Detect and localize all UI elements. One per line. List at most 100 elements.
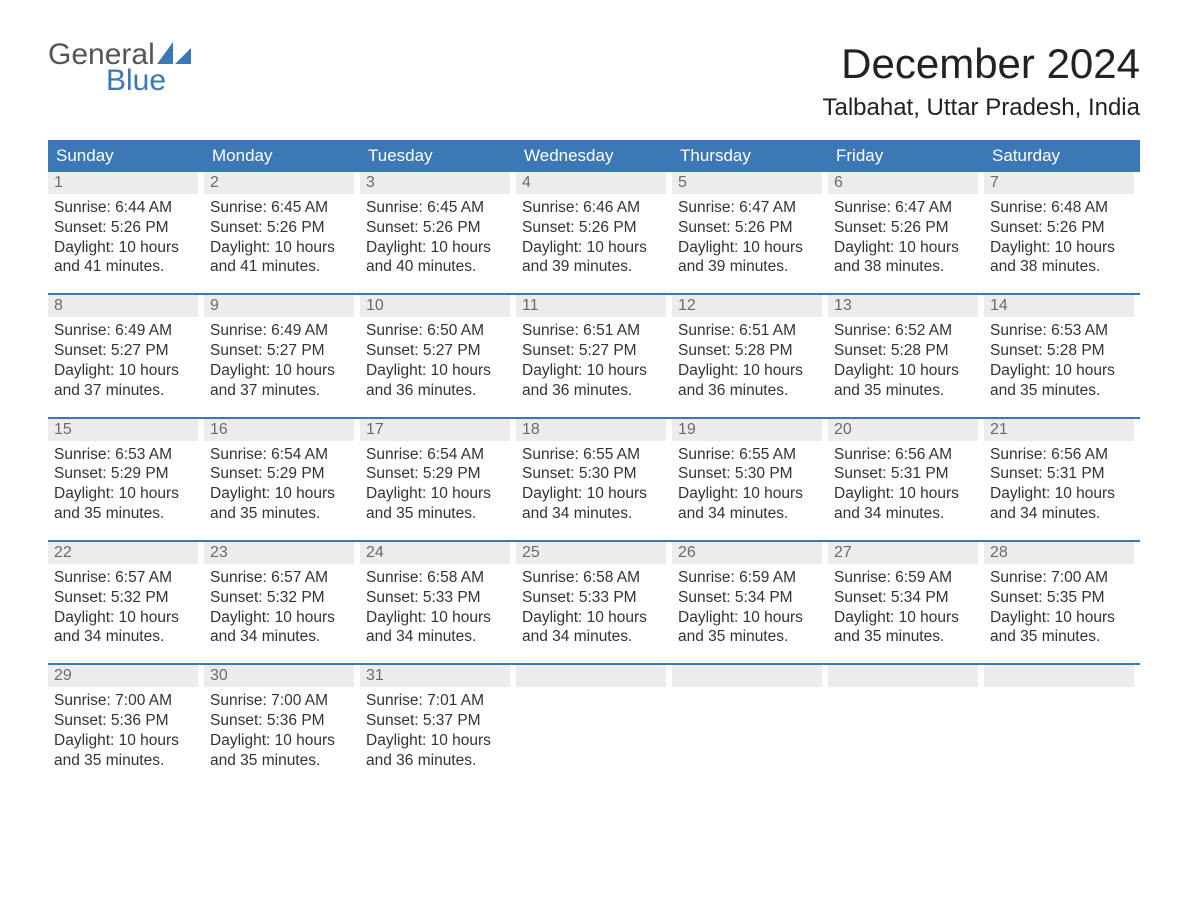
location: Talbahat, Uttar Pradesh, India	[822, 94, 1140, 122]
day-number: 8	[48, 295, 198, 317]
day-number: 2	[204, 172, 354, 194]
daylight-line: Daylight: 10 hours and 40 minutes.	[366, 238, 504, 278]
daylight-line: Daylight: 10 hours and 37 minutes.	[210, 361, 348, 401]
daylight-line: Daylight: 10 hours and 35 minutes.	[678, 608, 816, 648]
sunset-line: Sunset: 5:28 PM	[834, 341, 972, 361]
day-cell: 25Sunrise: 6:58 AMSunset: 5:33 PMDayligh…	[516, 542, 672, 649]
day-cell: 12Sunrise: 6:51 AMSunset: 5:28 PMDayligh…	[672, 295, 828, 402]
day-cell: 16Sunrise: 6:54 AMSunset: 5:29 PMDayligh…	[204, 419, 360, 526]
day-cell: 9Sunrise: 6:49 AMSunset: 5:27 PMDaylight…	[204, 295, 360, 402]
sunrise-line: Sunrise: 6:47 AM	[678, 198, 816, 218]
day-number: 28	[984, 542, 1134, 564]
sunrise-line: Sunrise: 6:45 AM	[210, 198, 348, 218]
daylight-line: Daylight: 10 hours and 34 minutes.	[678, 484, 816, 524]
weekday-thursday: Thursday	[672, 140, 828, 172]
day-body: Sunrise: 6:44 AMSunset: 5:26 PMDaylight:…	[48, 194, 198, 279]
sunset-line: Sunset: 5:28 PM	[678, 341, 816, 361]
day-cell: 31Sunrise: 7:01 AMSunset: 5:37 PMDayligh…	[360, 665, 516, 772]
sunset-line: Sunset: 5:30 PM	[522, 464, 660, 484]
daylight-line: Daylight: 10 hours and 35 minutes.	[54, 731, 192, 771]
day-body: Sunrise: 6:53 AMSunset: 5:28 PMDaylight:…	[984, 317, 1134, 402]
sunrise-line: Sunrise: 6:55 AM	[678, 445, 816, 465]
sunrise-line: Sunrise: 7:00 AM	[54, 691, 192, 711]
daylight-line: Daylight: 10 hours and 35 minutes.	[210, 484, 348, 524]
day-number: 27	[828, 542, 978, 564]
day-body: Sunrise: 6:56 AMSunset: 5:31 PMDaylight:…	[828, 441, 978, 526]
day-cell: 30Sunrise: 7:00 AMSunset: 5:36 PMDayligh…	[204, 665, 360, 772]
day-number: 18	[516, 419, 666, 441]
day-cell: 0...	[828, 665, 984, 772]
sunrise-line: Sunrise: 6:57 AM	[54, 568, 192, 588]
day-body: Sunrise: 7:00 AMSunset: 5:35 PMDaylight:…	[984, 564, 1134, 649]
header: General Blue December 2024 Talbahat, Utt…	[48, 40, 1140, 136]
daylight-line: Daylight: 10 hours and 35 minutes.	[990, 608, 1128, 648]
weekday-tuesday: Tuesday	[360, 140, 516, 172]
sunset-line: Sunset: 5:26 PM	[54, 218, 192, 238]
sunrise-line: Sunrise: 7:01 AM	[366, 691, 504, 711]
day-number: 19	[672, 419, 822, 441]
sunset-line: Sunset: 5:34 PM	[834, 588, 972, 608]
day-body: Sunrise: 6:55 AMSunset: 5:30 PMDaylight:…	[516, 441, 666, 526]
sunrise-line: Sunrise: 6:58 AM	[522, 568, 660, 588]
week-row: 1Sunrise: 6:44 AMSunset: 5:26 PMDaylight…	[48, 172, 1140, 279]
day-body: Sunrise: 7:01 AMSunset: 5:37 PMDaylight:…	[360, 687, 510, 772]
sunset-line: Sunset: 5:34 PM	[678, 588, 816, 608]
daylight-line: Daylight: 10 hours and 34 minutes.	[522, 608, 660, 648]
sunrise-line: Sunrise: 6:52 AM	[834, 321, 972, 341]
sunset-line: Sunset: 5:28 PM	[990, 341, 1128, 361]
day-number: 31	[360, 665, 510, 687]
day-number: 7	[984, 172, 1134, 194]
day-cell: 3Sunrise: 6:45 AMSunset: 5:26 PMDaylight…	[360, 172, 516, 279]
day-number: 12	[672, 295, 822, 317]
day-cell: 22Sunrise: 6:57 AMSunset: 5:32 PMDayligh…	[48, 542, 204, 649]
title-block: December 2024 Talbahat, Uttar Pradesh, I…	[822, 40, 1140, 136]
sunset-line: Sunset: 5:32 PM	[54, 588, 192, 608]
day-number: 24	[360, 542, 510, 564]
daylight-line: Daylight: 10 hours and 34 minutes.	[210, 608, 348, 648]
day-number: 1	[48, 172, 198, 194]
daylight-line: Daylight: 10 hours and 35 minutes.	[834, 361, 972, 401]
sunrise-line: Sunrise: 6:56 AM	[834, 445, 972, 465]
sunrise-line: Sunrise: 6:53 AM	[54, 445, 192, 465]
sunrise-line: Sunrise: 6:55 AM	[522, 445, 660, 465]
sunrise-line: Sunrise: 6:53 AM	[990, 321, 1128, 341]
daylight-line: Daylight: 10 hours and 35 minutes.	[834, 608, 972, 648]
sunrise-line: Sunrise: 7:00 AM	[210, 691, 348, 711]
daylight-line: Daylight: 10 hours and 41 minutes.	[54, 238, 192, 278]
day-body: Sunrise: 6:47 AMSunset: 5:26 PMDaylight:…	[672, 194, 822, 279]
daylight-line: Daylight: 10 hours and 39 minutes.	[678, 238, 816, 278]
day-number: 6	[828, 172, 978, 194]
sunset-line: Sunset: 5:37 PM	[366, 711, 504, 731]
day-body: Sunrise: 6:46 AMSunset: 5:26 PMDaylight:…	[516, 194, 666, 279]
day-number: 16	[204, 419, 354, 441]
sunset-line: Sunset: 5:31 PM	[834, 464, 972, 484]
sunrise-line: Sunrise: 6:59 AM	[678, 568, 816, 588]
daylight-line: Daylight: 10 hours and 36 minutes.	[522, 361, 660, 401]
month-title: December 2024	[822, 40, 1140, 88]
daylight-line: Daylight: 10 hours and 34 minutes.	[522, 484, 660, 524]
day-cell: 7Sunrise: 6:48 AMSunset: 5:26 PMDaylight…	[984, 172, 1140, 279]
daylight-line: Daylight: 10 hours and 39 minutes.	[522, 238, 660, 278]
sunrise-line: Sunrise: 6:48 AM	[990, 198, 1128, 218]
day-cell: 29Sunrise: 7:00 AMSunset: 5:36 PMDayligh…	[48, 665, 204, 772]
day-body: Sunrise: 6:59 AMSunset: 5:34 PMDaylight:…	[672, 564, 822, 649]
daylight-line: Daylight: 10 hours and 34 minutes.	[366, 608, 504, 648]
sunrise-line: Sunrise: 6:56 AM	[990, 445, 1128, 465]
day-body: Sunrise: 6:59 AMSunset: 5:34 PMDaylight:…	[828, 564, 978, 649]
sunrise-line: Sunrise: 6:57 AM	[210, 568, 348, 588]
day-number: 4	[516, 172, 666, 194]
day-cell: 18Sunrise: 6:55 AMSunset: 5:30 PMDayligh…	[516, 419, 672, 526]
week-row: 8Sunrise: 6:49 AMSunset: 5:27 PMDaylight…	[48, 293, 1140, 402]
sunrise-line: Sunrise: 7:00 AM	[990, 568, 1128, 588]
daylight-line: Daylight: 10 hours and 35 minutes.	[990, 361, 1128, 401]
daylight-line: Daylight: 10 hours and 36 minutes.	[366, 361, 504, 401]
day-number: 17	[360, 419, 510, 441]
sunset-line: Sunset: 5:27 PM	[522, 341, 660, 361]
day-number: 21	[984, 419, 1134, 441]
day-cell: 27Sunrise: 6:59 AMSunset: 5:34 PMDayligh…	[828, 542, 984, 649]
day-number: 23	[204, 542, 354, 564]
sunset-line: Sunset: 5:32 PM	[210, 588, 348, 608]
brand-line2: Blue	[48, 66, 191, 96]
day-cell: 23 Sunrise: 6:57 AMSunset: 5:32 PMDayligh…	[204, 542, 360, 649]
day-cell: 0...	[984, 665, 1140, 772]
